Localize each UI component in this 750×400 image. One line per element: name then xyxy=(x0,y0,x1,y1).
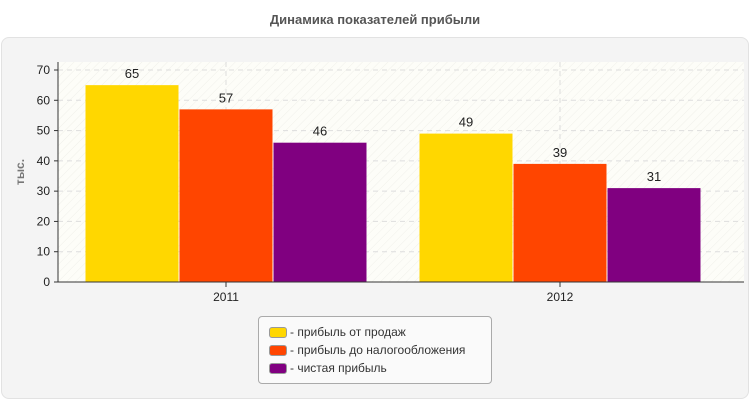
legend-item[interactable]: - чистая прибыль xyxy=(269,359,491,377)
y-tick-label: 70 xyxy=(37,63,51,77)
legend-swatch xyxy=(269,326,287,338)
y-tick-label: 0 xyxy=(43,275,50,289)
data-label: 57 xyxy=(219,90,233,105)
y-tick-label: 50 xyxy=(37,124,51,138)
y-tick-label: 30 xyxy=(37,184,51,198)
legend-swatch xyxy=(269,362,287,374)
legend-swatch xyxy=(269,344,287,356)
data-label: 46 xyxy=(313,124,327,139)
y-tick-label: 60 xyxy=(37,93,51,107)
x-tick-label: 2011 xyxy=(213,290,239,304)
data-label: 49 xyxy=(459,115,473,130)
bar xyxy=(607,188,701,282)
bar xyxy=(273,142,367,282)
bar xyxy=(179,109,273,282)
data-label: 31 xyxy=(647,169,661,184)
x-tick-label: 2012 xyxy=(547,290,574,304)
bar xyxy=(85,85,179,283)
legend: - прибыль от продаж - прибыль до налогооб… xyxy=(258,316,492,384)
data-label: 65 xyxy=(125,66,139,81)
data-label: 39 xyxy=(553,145,567,160)
legend-label: - прибыль до налогообложения xyxy=(290,343,466,357)
legend-label: - прибыль от продаж xyxy=(290,325,406,339)
y-axis-label: тыс. xyxy=(13,159,27,185)
y-tick-label: 20 xyxy=(37,214,51,228)
bar xyxy=(419,133,513,282)
legend-label: - чистая прибыль xyxy=(290,361,387,375)
y-tick-label: 40 xyxy=(37,154,51,168)
chart-title: Динамика показателей прибыли xyxy=(269,12,481,27)
legend-item[interactable]: - прибыль до налогообложения xyxy=(269,341,491,359)
legend-item[interactable]: - прибыль от продаж xyxy=(269,323,491,341)
y-tick-label: 10 xyxy=(37,245,51,259)
bar xyxy=(513,163,607,282)
